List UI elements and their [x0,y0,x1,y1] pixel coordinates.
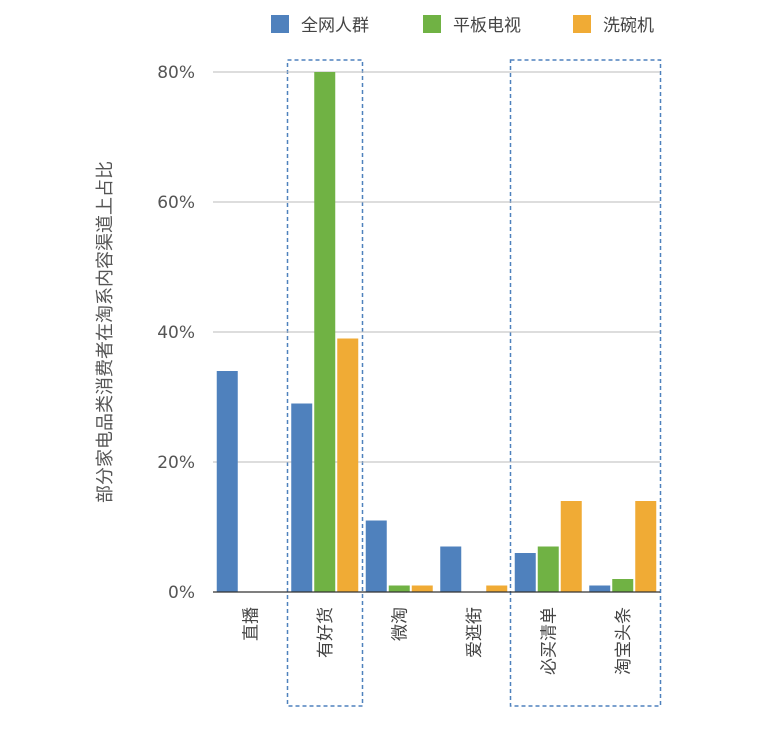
category-label: 直播 [241,607,261,641]
bars [216,72,657,592]
highlight-box [509,59,662,707]
legend-swatch [271,15,289,33]
bar [537,546,559,592]
y-tick-labels: 0% 20% 40% 60% 80% [157,63,195,603]
bar [635,501,657,592]
bar [612,579,634,592]
bar [560,501,582,592]
bar [216,371,238,592]
y-tick-label: 0% [168,583,195,603]
legend: 全网人群 平板电视 洗碗机 [271,15,654,36]
y-axis-label: 部分家电品类消费者在淘系内容渠道上占比 [95,161,116,503]
y-tick-label: 20% [157,453,195,473]
bar [365,520,387,592]
highlight-boxes [286,59,662,707]
category-label: 微淘 [390,607,410,641]
category-label: 淘宝头条 [614,607,634,675]
legend-label: 平板电视 [453,16,521,36]
highlight-box [286,59,364,707]
bar [589,585,611,592]
y-tick-label: 80% [157,63,195,83]
bar [291,403,313,592]
legend-label: 洗碗机 [603,16,654,36]
bar [514,553,536,592]
y-tick-label: 60% [157,193,195,213]
category-label: 有好货 [316,607,336,658]
y-tick-label: 40% [157,323,195,343]
legend-swatch [423,15,441,33]
category-label: 爱逛街 [465,607,485,658]
bar [486,585,508,592]
bar [337,338,359,592]
category-label: 必买清单 [539,607,559,675]
legend-label: 全网人群 [301,16,369,36]
legend-swatch [573,15,591,33]
gridlines [213,71,660,463]
bar [388,585,410,592]
category-labels: 直播 有好货 微淘 爱逛街 必买清单 淘宝头条 [241,607,634,675]
bar [314,72,336,592]
bar [440,546,462,592]
bar [411,585,433,592]
